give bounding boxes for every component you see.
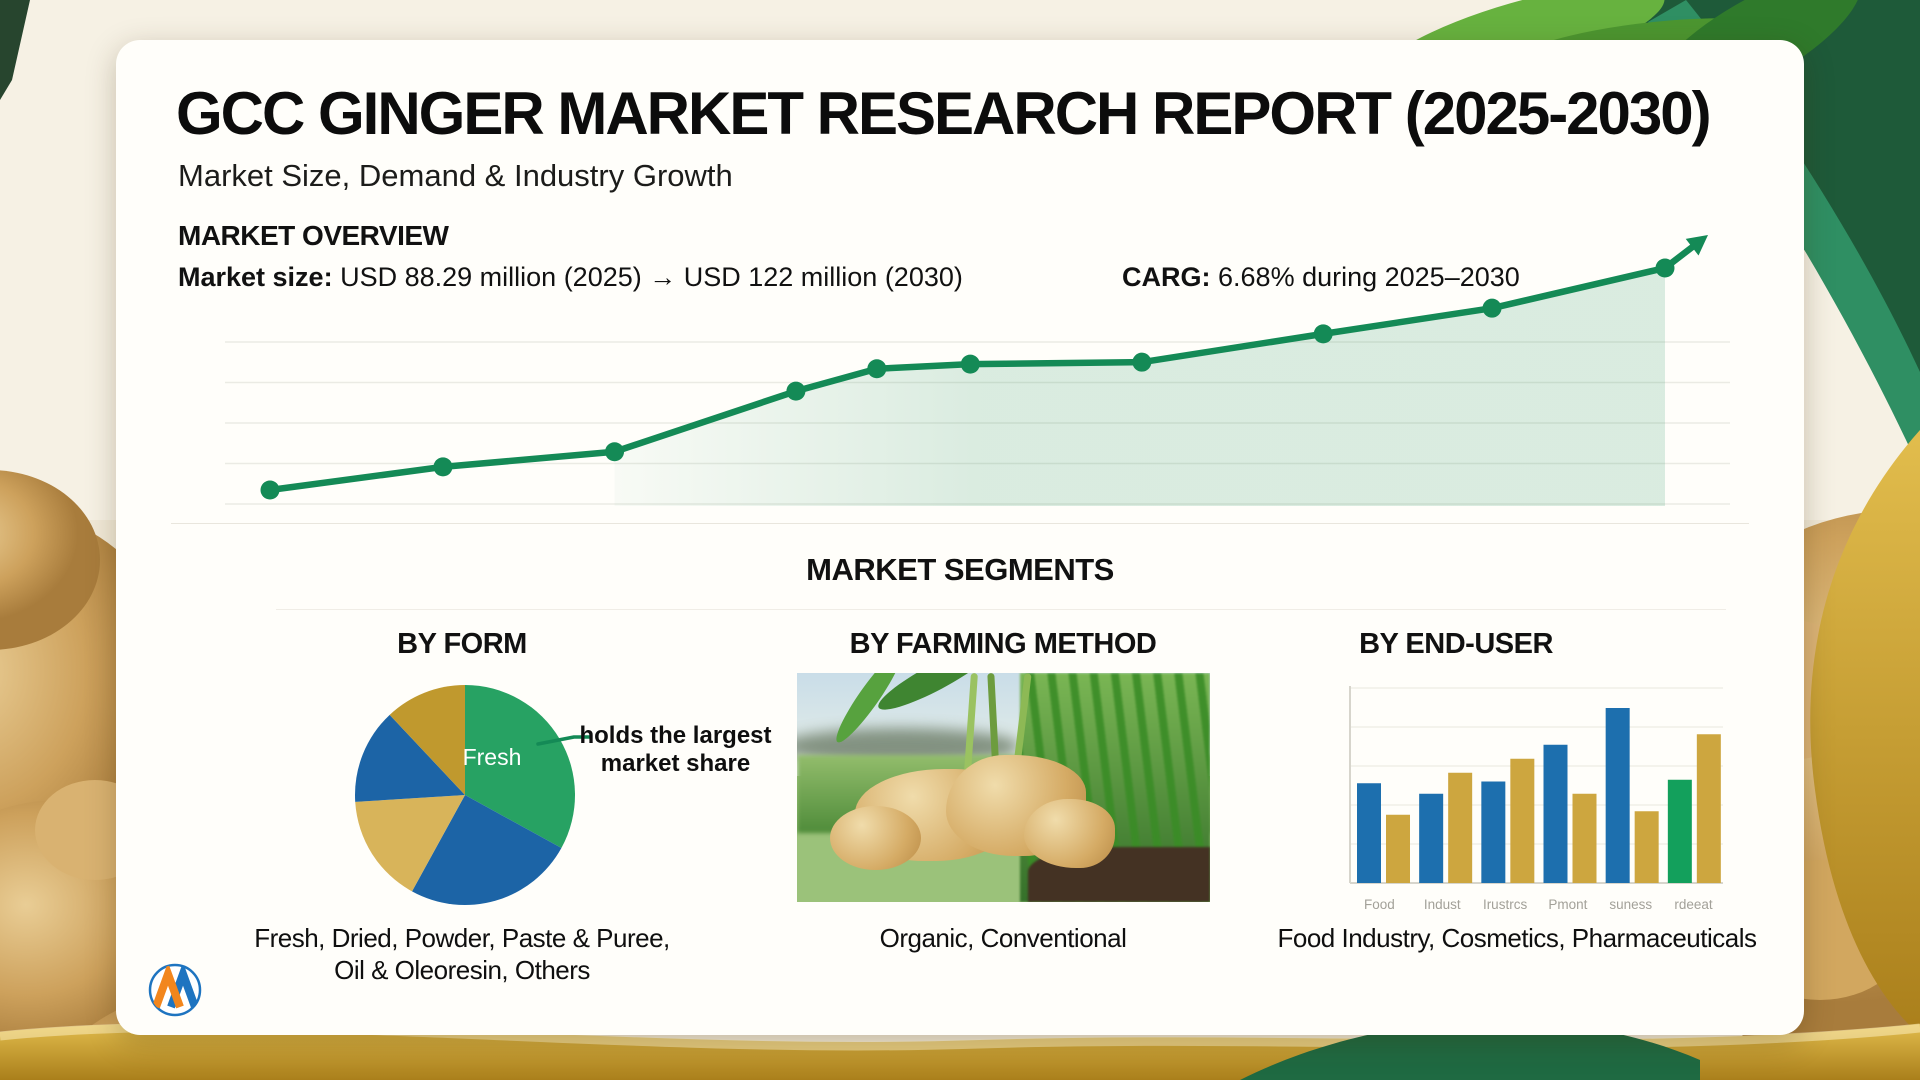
bar-gold — [1572, 793, 1597, 883]
cagr-value: 6.68% during 2025–2030 — [1218, 262, 1520, 292]
end-user-bar-chart — [1349, 686, 1723, 884]
area-fill — [614, 268, 1666, 506]
pie-slice — [355, 795, 465, 892]
line-point — [1482, 298, 1502, 318]
market-size-value: USD 88.29 million (2025) → USD 122 milli… — [340, 262, 963, 292]
segments-heading: MARKET SEGMENTS — [806, 552, 1114, 587]
line-point — [433, 457, 453, 477]
arrow-head — [1685, 235, 1708, 256]
dark-green-ribbon — [1598, 0, 1920, 415]
bar-gold — [1386, 814, 1410, 883]
line-point — [867, 359, 887, 379]
page-title: GCC GINGER MARKET RESEARCH REPORT (2025-… — [176, 80, 1712, 147]
pie-slice — [412, 795, 562, 905]
by-end-user-caption: Food Industry, Cosmetics, Pharmaceutical… — [1277, 923, 1757, 953]
pie-slice — [389, 685, 465, 795]
line-point — [1132, 352, 1152, 372]
bar-axis-labels: Food Indust Irustrcs Pmont suness rdeeat — [1348, 897, 1725, 912]
bar-blue — [1481, 781, 1506, 883]
market-size-label: Market size: — [178, 262, 333, 292]
growth-line-chart — [225, 235, 1730, 506]
by-farming-heading: BY FARMING METHOD — [849, 628, 1157, 660]
cagr-label: CARG: — [1122, 262, 1211, 292]
pie-slice — [465, 685, 575, 848]
arrow-shaft — [1661, 240, 1701, 272]
gold-ribbon-right — [1810, 430, 1920, 1035]
line-point — [1313, 324, 1333, 344]
bar-gold — [1448, 772, 1473, 883]
divider-under-segments-heading — [276, 609, 1726, 610]
pie-slice — [355, 714, 465, 802]
bar-gold — [1634, 811, 1659, 883]
bar-axis-label: Pmont — [1548, 897, 1588, 912]
by-farming-caption: Organic, Conventional — [879, 923, 1127, 953]
trend-line — [266, 264, 1669, 494]
bar-axis-label: Food — [1364, 897, 1395, 912]
bar-axis-label: Indust — [1423, 897, 1461, 912]
photo-ginger-root — [830, 805, 921, 870]
farming-method-photo — [797, 673, 1210, 902]
line-point — [605, 442, 625, 462]
by-form-caption-line1: Fresh, Dried, Powder, Paste & Puree, — [254, 923, 670, 953]
overview-heading: MARKET OVERVIEW — [178, 220, 449, 251]
by-form-heading: BY FORM — [397, 628, 527, 660]
line-point — [786, 381, 806, 401]
pie-slice-label: Fresh — [462, 744, 522, 770]
line-point — [260, 480, 280, 500]
bar-gold — [1510, 758, 1535, 883]
by-end-user-heading: BY END-USER — [1359, 628, 1553, 660]
bar-blue — [1419, 793, 1444, 883]
pie-annotation: holds the largest market share — [579, 722, 772, 778]
line-point — [960, 354, 980, 374]
bar-gold — [1696, 734, 1721, 883]
page-subtitle: Market Size, Demand & Industry Growth — [178, 158, 733, 193]
bar-axis-label: Irustrcs — [1482, 897, 1528, 912]
bar-blue — [1667, 779, 1692, 883]
bar-blue — [1605, 708, 1630, 883]
bar-axis-label: rdeeat — [1674, 897, 1713, 912]
divider-under-chart — [171, 523, 1749, 524]
bar-axis-label: suness — [1609, 897, 1653, 912]
brand-logo — [148, 963, 202, 1017]
report-card: GCC GINGER MARKET RESEARCH REPORT (2025-… — [116, 40, 1804, 1035]
cagr-line: CARG: 6.68% during 2025–2030 — [1122, 262, 1520, 293]
by-form-caption-line2: Oil & Oleoresin, Others — [334, 955, 590, 985]
dark-corner-top-left — [0, 0, 30, 100]
photo-ginger-root — [1024, 798, 1115, 868]
market-size-line: Market size: USD 88.29 million (2025) → … — [178, 262, 963, 293]
annotation-connector — [536, 735, 592, 746]
bar-blue — [1543, 744, 1568, 883]
form-pie-chart — [355, 685, 575, 905]
green-ribbon-bottom — [1240, 1020, 1700, 1080]
bar-blue — [1357, 783, 1381, 883]
logo-m-orange — [152, 965, 184, 1009]
